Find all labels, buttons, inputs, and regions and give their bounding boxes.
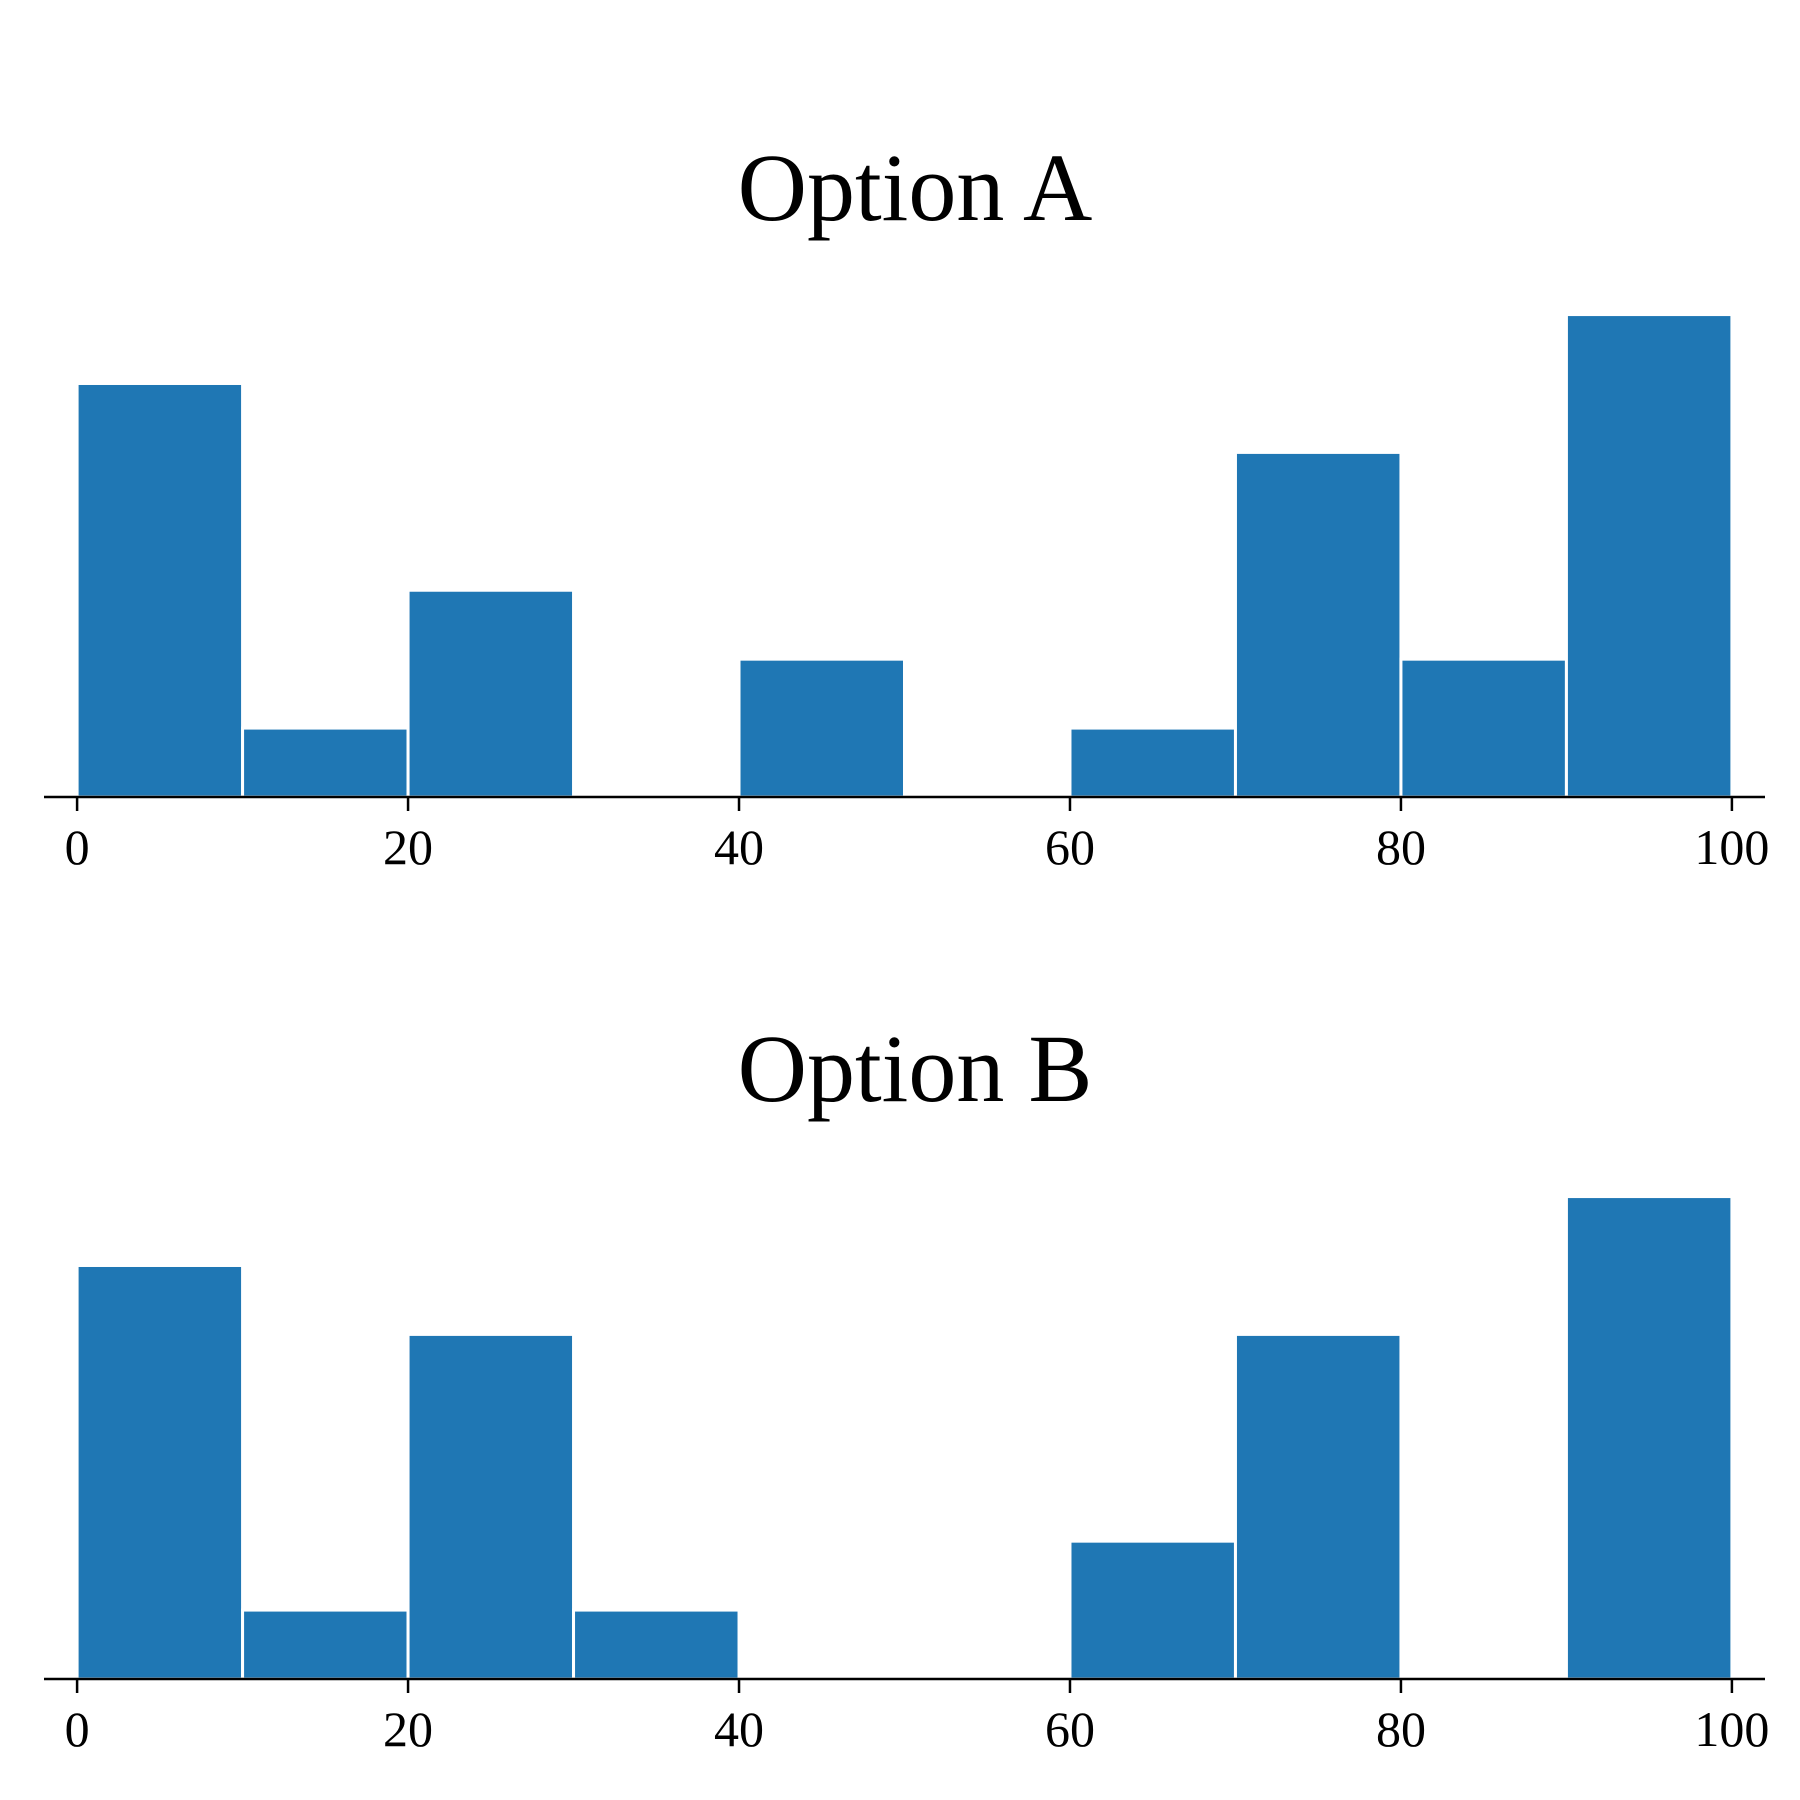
bar-option-a-bin-7	[1233, 450, 1403, 799]
x-tick-label-option-a-1: 20	[383, 819, 433, 875]
chart-title-option-a: Option A	[738, 134, 1093, 241]
x-tick-label-option-b-1: 20	[383, 1701, 433, 1757]
bars-option-a	[75, 313, 1734, 799]
bar-option-a-bin-0	[75, 381, 245, 799]
x-tick-label-option-a-0: 0	[65, 819, 90, 875]
bar-option-a-bin-1	[241, 726, 410, 799]
x-tick-label-option-a-2: 40	[714, 819, 764, 875]
x-tick-label-option-b-0: 0	[65, 1701, 90, 1757]
x-ticks-option-b: 0 20 40 60 80 100	[65, 1679, 1769, 1757]
bar-option-b-bin-9	[1564, 1195, 1734, 1681]
bar-option-b-bin-3	[572, 1608, 741, 1681]
x-tick-label-option-a-4: 80	[1376, 819, 1426, 875]
bar-option-b-bin-7	[1233, 1332, 1403, 1681]
x-tick-label-option-b-4: 80	[1376, 1701, 1426, 1757]
bar-option-b-bin-1	[241, 1608, 410, 1681]
bar-option-a-bin-2	[406, 588, 576, 799]
panel-option-b: Option B 0 20 40 60 80 100	[44, 1015, 1769, 1757]
x-tick-label-option-a-3: 60	[1045, 819, 1095, 875]
bar-option-b-bin-2	[406, 1332, 576, 1681]
bars-option-b	[75, 1195, 1734, 1681]
x-ticks-option-a: 0 20 40 60 80 100	[65, 797, 1769, 875]
x-tick-label-option-a-5: 100	[1694, 819, 1769, 875]
chart-title-option-b: Option B	[738, 1015, 1093, 1122]
bar-option-a-bin-9	[1564, 313, 1734, 799]
bar-option-b-bin-6	[1068, 1539, 1237, 1681]
bar-option-a-bin-6	[1068, 726, 1237, 799]
bar-option-a-bin-4	[737, 657, 906, 799]
x-tick-label-option-b-2: 40	[714, 1701, 764, 1757]
x-tick-label-option-b-5: 100	[1694, 1701, 1769, 1757]
bar-option-b-bin-0	[75, 1263, 245, 1681]
bar-option-a-bin-8	[1399, 657, 1568, 799]
x-tick-label-option-b-3: 60	[1045, 1701, 1095, 1757]
panel-option-a: Option A 0 20 40 60 80 100	[44, 134, 1769, 875]
